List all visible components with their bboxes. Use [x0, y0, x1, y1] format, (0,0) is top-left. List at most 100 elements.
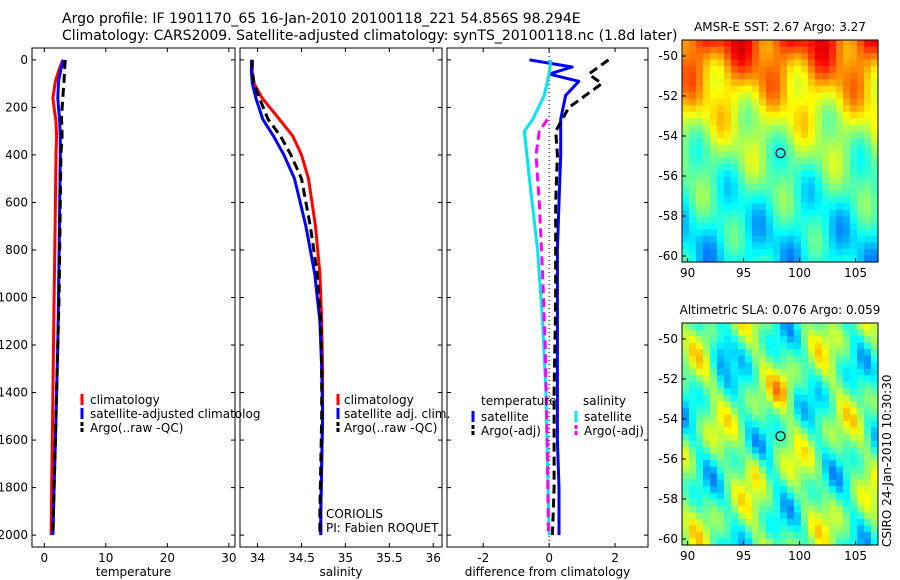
- heatmap-cell: [703, 479, 711, 487]
- heatmap-cell: [780, 518, 788, 527]
- heatmap-cell: [689, 375, 697, 383]
- heatmap-cell: [717, 98, 725, 106]
- heatmap-cell: [850, 79, 858, 87]
- heatmap-cell: [745, 59, 753, 67]
- heatmap-cell: [857, 177, 865, 185]
- heatmap-cell: [808, 505, 816, 513]
- heatmap-cell: [689, 72, 697, 80]
- heatmap-cell: [850, 216, 858, 224]
- heatmap-cell: [766, 538, 774, 546]
- heatmap-cell: [857, 388, 865, 396]
- heatmap-cell: [703, 229, 711, 237]
- heatmap-cell: [731, 427, 739, 435]
- heatmap-cell: [871, 525, 879, 533]
- heatmap-cell: [724, 72, 732, 80]
- heatmap-cell: [745, 453, 753, 461]
- heatmap-cell: [801, 222, 809, 230]
- heatmap-cell: [682, 447, 690, 455]
- heatmap-cell: [836, 203, 844, 211]
- heatmap-cell: [710, 440, 718, 448]
- heatmap-cell: [752, 460, 760, 468]
- heatmap-cell: [731, 420, 739, 429]
- heatmap-cell: [787, 177, 795, 185]
- heatmap-cell: [745, 137, 753, 146]
- heatmap-cell: [801, 170, 809, 178]
- heatmap-cell: [759, 381, 767, 389]
- heatmap-cell: [857, 362, 865, 370]
- heatmap-cell: [766, 157, 774, 165]
- heatmap-cell: [689, 336, 697, 344]
- heatmap-cell: [843, 111, 851, 119]
- heatmap-cell: [871, 144, 879, 152]
- heatmap-cell: [682, 190, 690, 198]
- heatmap-cell: [836, 349, 844, 357]
- heatmap-cell: [745, 518, 753, 527]
- heatmap-cell: [689, 222, 697, 230]
- heatmap-cell: [738, 235, 746, 244]
- heatmap-cell: [731, 538, 739, 546]
- heatmap-cell: [787, 151, 795, 159]
- heatmap-cell: [689, 420, 697, 429]
- heatmap-cell: [850, 177, 858, 185]
- heatmap-cell: [717, 137, 725, 146]
- heatmap-cell: [717, 466, 725, 474]
- heatmap-cell: [745, 447, 753, 455]
- series-line: [534, 118, 550, 536]
- heatmap-cell: [724, 414, 732, 422]
- heatmap-cell: [808, 131, 816, 139]
- heatmap-cell: [864, 460, 872, 468]
- heatmap-cell: [682, 479, 690, 487]
- heatmap-cell: [822, 46, 830, 54]
- heatmap-cell: [808, 368, 816, 376]
- heatmap-cell: [738, 118, 746, 126]
- heatmap-cell: [822, 98, 830, 106]
- heatmap-cell: [759, 111, 767, 119]
- heatmap-cell: [850, 46, 858, 54]
- heatmap-cell: [766, 401, 774, 409]
- heatmap-cell: [829, 59, 837, 67]
- heatmap-cell: [794, 235, 802, 244]
- heatmap-cell: [794, 183, 802, 191]
- heatmap-cell: [822, 512, 830, 520]
- heatmap-cell: [787, 349, 795, 357]
- heatmap-cell: [773, 66, 781, 74]
- heatmap-cell: [787, 105, 795, 113]
- heatmap-cell: [836, 362, 844, 370]
- heatmap-cell: [696, 518, 704, 527]
- heatmap-cell: [780, 53, 788, 61]
- heatmap-cell: [745, 427, 753, 435]
- heatmap-cell: [724, 427, 732, 435]
- legend-label: satellite: [584, 410, 632, 424]
- heatmap-cell: [710, 248, 718, 257]
- heatmap-cell: [864, 342, 872, 350]
- heatmap-cell: [829, 203, 837, 211]
- heatmap-cell: [752, 349, 760, 357]
- heatmap-cell: [752, 196, 760, 204]
- heatmap-cell: [801, 525, 809, 533]
- heatmap-cell: [850, 453, 858, 461]
- heatmap-cell: [703, 248, 711, 257]
- heatmap-cell: [738, 79, 746, 87]
- heatmap-cell: [836, 131, 844, 139]
- heatmap-cell: [864, 177, 872, 185]
- heatmap-cell: [843, 183, 851, 191]
- heatmap-cell: [752, 407, 760, 416]
- heatmap-cell: [850, 170, 858, 178]
- heatmap-cell: [843, 336, 851, 344]
- heatmap-cell: [766, 407, 774, 416]
- heatmap-cell: [731, 131, 739, 139]
- heatmap-cell: [836, 137, 844, 146]
- heatmap-cell: [843, 229, 851, 237]
- heatmap-cell: [822, 92, 830, 100]
- heatmap-cell: [794, 92, 802, 100]
- heatmap-cell: [703, 336, 711, 344]
- heatmap-cell: [745, 381, 753, 389]
- heatmap-cell: [738, 40, 746, 48]
- heatmap-cell: [752, 118, 760, 126]
- heatmap-cell: [815, 525, 823, 533]
- heatmap-cell: [836, 59, 844, 67]
- heatmap-cell: [724, 183, 732, 191]
- heatmap-cell: [689, 388, 697, 396]
- heatmap-cell: [829, 92, 837, 100]
- heatmap-cell: [801, 375, 809, 383]
